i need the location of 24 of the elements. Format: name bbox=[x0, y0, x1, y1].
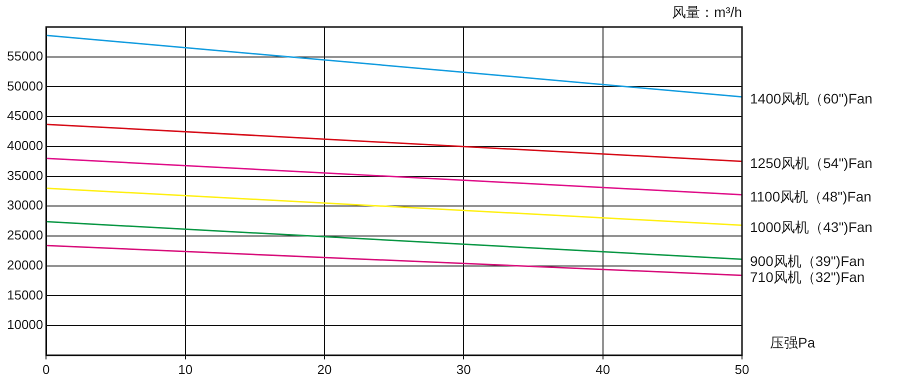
x-tick-label: 0 bbox=[42, 362, 50, 377]
y-tick-label: 30000 bbox=[6, 198, 44, 213]
y-tick-label: 15000 bbox=[6, 287, 44, 302]
series-label: 900风机（39")Fan bbox=[750, 253, 865, 270]
x-tick-label: 20 bbox=[317, 362, 332, 377]
y-tick-label: 40000 bbox=[6, 138, 44, 153]
y-tick-label: 10000 bbox=[6, 317, 44, 332]
x-tick-label: 10 bbox=[178, 362, 193, 377]
y-tick-label: 55000 bbox=[6, 48, 44, 64]
y-tick-label: 25000 bbox=[6, 228, 44, 243]
series-label: 1250风机（54")Fan bbox=[750, 155, 872, 172]
series-label: 1100风机（48")Fan bbox=[750, 188, 872, 205]
y-tick-label: 45000 bbox=[6, 108, 44, 124]
y-axis-title: 风量：m³/h bbox=[672, 4, 742, 20]
x-axis-title: 压强Pa bbox=[770, 334, 816, 350]
series-label: 1000风机（43")Fan bbox=[750, 219, 872, 236]
x-tick-label: 50 bbox=[734, 362, 750, 377]
x-tick-label: 40 bbox=[596, 362, 610, 377]
x-tick-label: 30 bbox=[456, 362, 471, 377]
y-tick-label: 20000 bbox=[6, 257, 44, 272]
series-label: 710风机（32")Fan bbox=[750, 269, 865, 286]
y-tick-label: 50000 bbox=[6, 78, 44, 94]
y-tick-label: 35000 bbox=[6, 168, 44, 183]
series-label: 1400风机（60")Fan bbox=[750, 90, 872, 107]
